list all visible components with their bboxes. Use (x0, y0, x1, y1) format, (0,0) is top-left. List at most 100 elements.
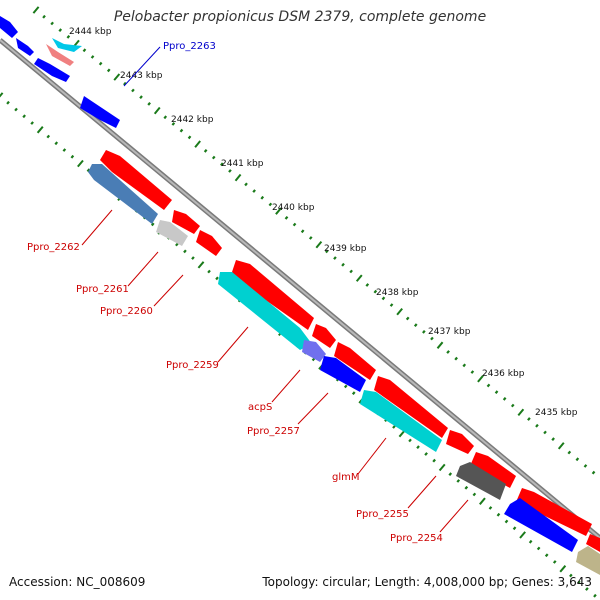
minor-tick (486, 383, 491, 388)
minor-tick (252, 189, 256, 193)
minor-tick (488, 506, 493, 510)
gene-label: Ppro_2262 (27, 242, 80, 253)
major-tick (0, 92, 4, 98)
topology-text: Topology: circular; Length: 4,008,000 bp… (262, 575, 592, 589)
minor-tick (432, 458, 436, 463)
kbp-label: 2444 kbp (69, 27, 112, 37)
minor-tick (22, 114, 26, 119)
minor-tick (591, 470, 596, 475)
minor-tick (551, 437, 555, 442)
minor-tick (512, 526, 517, 531)
minor-tick (58, 28, 63, 33)
major-tick (519, 531, 526, 539)
gene-labels: Ppro_2263 Ppro_2262 Ppro_2261 Ppro_2260 … (27, 41, 443, 544)
minor-tick (30, 121, 34, 125)
minor-tick (430, 336, 434, 341)
minor-tick (448, 472, 453, 477)
minor-tick (308, 236, 313, 240)
minor-tick (211, 155, 216, 160)
minor-tick (527, 417, 531, 421)
gene-arrow (586, 534, 600, 552)
minor-tick (392, 425, 396, 429)
minor-tick (365, 283, 370, 287)
minor-tick (14, 107, 18, 112)
gene-arrow (80, 96, 120, 128)
callout-lines (81, 46, 469, 533)
minor-tick (405, 316, 410, 321)
minor-tick (496, 512, 501, 517)
minor-tick (150, 222, 155, 227)
gene-arrow (320, 356, 366, 392)
minor-tick (6, 100, 10, 105)
minor-tick (373, 289, 378, 294)
minor-tick (179, 128, 184, 133)
gene-label: Ppro_2263 (163, 41, 216, 52)
minor-tick (502, 396, 507, 401)
minor-tick (349, 269, 353, 274)
minor-tick (413, 323, 418, 328)
minor-tick (123, 81, 127, 86)
gene-label: Ppro_2254 (390, 533, 443, 544)
minor-tick (510, 403, 515, 408)
minor-tick (575, 457, 580, 462)
kbp-label: 2439 kbp (324, 244, 367, 254)
minor-tick (183, 249, 187, 254)
minor-tick (207, 269, 211, 274)
gene-arrow (172, 210, 200, 234)
minor-tick (351, 391, 356, 396)
minor-tick (220, 162, 224, 167)
gene-arrow (446, 430, 474, 454)
gene-label: glmM (332, 472, 360, 483)
gene-label: Ppro_2255 (356, 509, 409, 520)
kbp-label: 2436 kbp (482, 369, 525, 379)
minor-tick (456, 479, 461, 483)
minor-tick (552, 560, 557, 564)
minor-tick (343, 384, 348, 389)
gene-arrow (302, 340, 326, 362)
minor-tick (50, 21, 54, 26)
minor-tick (66, 34, 71, 39)
minor-tick (424, 452, 428, 456)
gene-label: acpS (248, 402, 272, 413)
gene-arrow (576, 546, 600, 575)
minor-tick (171, 122, 176, 126)
gene-arrow (516, 488, 592, 536)
kbp-label: 2435 kbp (535, 408, 578, 418)
minor-tick (593, 593, 597, 598)
gene-arrow (456, 462, 506, 500)
chromosome-backbone (0, 38, 600, 540)
minor-tick (187, 135, 192, 140)
gene-arrow (0, 16, 18, 38)
minor-tick (86, 168, 91, 173)
minor-tick (42, 14, 46, 19)
gene-label: Ppro_2257 (247, 426, 300, 437)
gene-arrow (16, 38, 34, 56)
map-title: Pelobacter propionicus DSM 2379, complet… (113, 9, 487, 25)
accession-text: Accession: NC_008609 (9, 575, 146, 589)
major-tick (477, 375, 484, 383)
minor-tick (543, 430, 547, 435)
minor-tick (300, 229, 305, 234)
minor-tick (585, 587, 589, 591)
major-tick (113, 73, 121, 81)
minor-tick (163, 115, 168, 120)
kbp-label: 2443 kbp (120, 71, 163, 81)
minor-tick (292, 222, 297, 227)
inner-tick-ring (0, 92, 597, 598)
minor-tick (70, 154, 75, 159)
gene-arrow (100, 150, 172, 210)
gene-arrow (374, 376, 448, 438)
minor-tick (464, 485, 469, 490)
minor-tick (139, 95, 143, 100)
major-tick (479, 497, 486, 505)
major-tick (517, 408, 525, 417)
minor-tick (341, 262, 345, 267)
gene-arrow (196, 230, 222, 256)
gene-arrow (34, 58, 70, 82)
minor-tick (147, 101, 151, 106)
minor-tick (381, 296, 386, 301)
minor-tick (82, 48, 87, 53)
minor-tick (260, 195, 265, 200)
minor-tick (244, 182, 248, 187)
